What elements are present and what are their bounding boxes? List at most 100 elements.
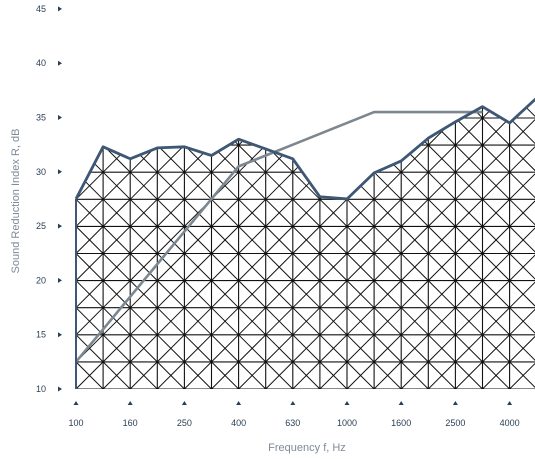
hatch-line-diagonal — [455, 171, 483, 200]
hatch-line-diagonal — [347, 64, 374, 91]
y-tick-mark — [58, 223, 62, 229]
hatch-line-diagonal — [482, 253, 510, 281]
hatch-line-diagonal — [373, 97, 402, 119]
hatch-line-diagonal — [510, 37, 535, 64]
y-tick-label: 30 — [36, 167, 46, 177]
hatch-line-diagonal — [184, 226, 212, 254]
hatch-line-diagonal — [509, 361, 535, 390]
hatch-line-diagonal — [184, 37, 211, 64]
hatch-line-diagonal — [156, 226, 185, 254]
hatch-line-diagonal — [482, 334, 510, 363]
hatch-line-diagonal — [129, 334, 158, 363]
hatch-line-diagonal — [129, 307, 158, 336]
hatch-line-diagonal — [509, 198, 535, 227]
hatch-line-diagonal — [373, 307, 402, 336]
hatch-line-diagonal — [212, 64, 239, 91]
x-tick-mark — [73, 401, 79, 405]
hatch-line-diagonal — [482, 198, 510, 227]
hatch-line-diagonal — [211, 97, 239, 119]
hatch-line-diagonal — [374, 64, 401, 91]
x-tick-mark — [127, 401, 133, 405]
hatch-line-diagonal — [184, 64, 211, 91]
hatch-line-diagonal — [238, 171, 267, 200]
hatch-line-diagonal — [427, 307, 456, 336]
hatch-line-diagonal — [292, 117, 321, 146]
hatch-line-diagonal — [76, 117, 104, 146]
hatch-line-diagonal — [346, 334, 375, 363]
hatch-line-diagonal — [156, 307, 185, 336]
hatch-line-diagonal — [293, 64, 320, 91]
hatch-line-diagonal — [347, 37, 374, 64]
x-tick-mark — [398, 401, 404, 405]
hatch-line-diagonal — [319, 97, 348, 119]
x-tick-label: 100 — [68, 418, 83, 428]
hatch-line-diagonal — [129, 171, 158, 200]
hatch-line-diagonal — [266, 37, 293, 64]
x-tick-mark — [452, 401, 458, 405]
hatch-line-diagonal — [292, 198, 321, 227]
hatch-line-diagonal — [265, 226, 294, 254]
hatch-line-diagonal — [482, 307, 510, 336]
hatch-line-diagonal — [238, 198, 267, 227]
hatch-line-diagonal — [400, 307, 429, 336]
hatch-line-diagonal — [293, 37, 320, 64]
hatch-line-diagonal — [428, 37, 455, 64]
hatch-line-diagonal — [157, 64, 184, 91]
x-axis-title: Frequency f, Hz — [268, 442, 346, 454]
hatch-line-diagonal — [129, 280, 158, 309]
hatch-line-diagonal — [239, 64, 266, 91]
hatch-line-diagonal — [102, 117, 131, 146]
hatch-line-diagonal — [319, 253, 348, 281]
hatch-line-diagonal — [319, 171, 348, 200]
hatch-line-diagonal — [211, 307, 239, 336]
hatch-line-diagonal — [102, 307, 131, 336]
hatch-line-diagonal — [211, 334, 239, 363]
y-tick-label: 40 — [36, 58, 46, 68]
hatch-line-diagonal — [76, 280, 104, 309]
hatch-line-diagonal — [401, 64, 428, 91]
hatch-line-diagonal — [266, 37, 293, 64]
hatch-line-diagonal — [401, 37, 428, 64]
hatch-line-diagonal — [211, 97, 239, 119]
measured-curve-line — [74, 97, 535, 201]
hatch-line-diagonal — [292, 307, 321, 336]
hatch-line-diagonal — [427, 280, 456, 309]
hatch-line-diagonal — [265, 198, 294, 227]
hatch-line-diagonal — [156, 117, 185, 146]
hatch-line-diagonal — [319, 226, 348, 254]
hatch-line-diagonal — [211, 361, 239, 390]
y-tick-label: 15 — [36, 330, 46, 340]
hatch-line-diagonal — [238, 334, 267, 363]
hatch-line-diagonal — [509, 307, 535, 336]
y-tick-label: 45 — [36, 4, 46, 14]
y-tick-mark — [58, 386, 62, 392]
hatch-line-diagonal — [427, 144, 456, 173]
hatch-line-diagonal — [156, 97, 185, 119]
hatch-line-diagonal — [455, 64, 482, 91]
hatch-line-diagonal — [374, 37, 401, 64]
hatch-line-diagonal — [76, 334, 104, 363]
hatch-line-diagonal — [265, 171, 294, 200]
hatch-line-diagonal — [211, 280, 239, 309]
hatch-line-diagonal — [184, 280, 212, 309]
hatch-line-diagonal — [320, 37, 347, 64]
hatch-line-diagonal — [455, 253, 483, 281]
hatch-line-diagonal — [238, 307, 267, 336]
hatch-line-diagonal — [292, 361, 321, 390]
hatch-line-diagonal — [373, 117, 402, 146]
y-tick-mark — [58, 332, 62, 338]
hatch-line-diagonal — [400, 253, 429, 281]
hatch-line-diagonal — [510, 64, 535, 91]
hatch-line-diagonal — [319, 97, 348, 119]
hatch-line-diagonal — [265, 117, 294, 146]
hatch-line-diagonal — [320, 64, 347, 91]
hatch-line-diagonal — [76, 307, 104, 336]
y-tick-label: 25 — [36, 221, 46, 231]
hatch-line-diagonal — [238, 144, 267, 173]
hatch-line-diagonal — [129, 253, 158, 281]
hatch-line-diagonal — [130, 64, 157, 91]
hatch-line-diagonal — [76, 361, 104, 390]
hatch-line-diagonal — [129, 97, 158, 119]
hatch-line-diagonal — [129, 361, 158, 390]
hatch-line-diagonal — [292, 97, 321, 119]
